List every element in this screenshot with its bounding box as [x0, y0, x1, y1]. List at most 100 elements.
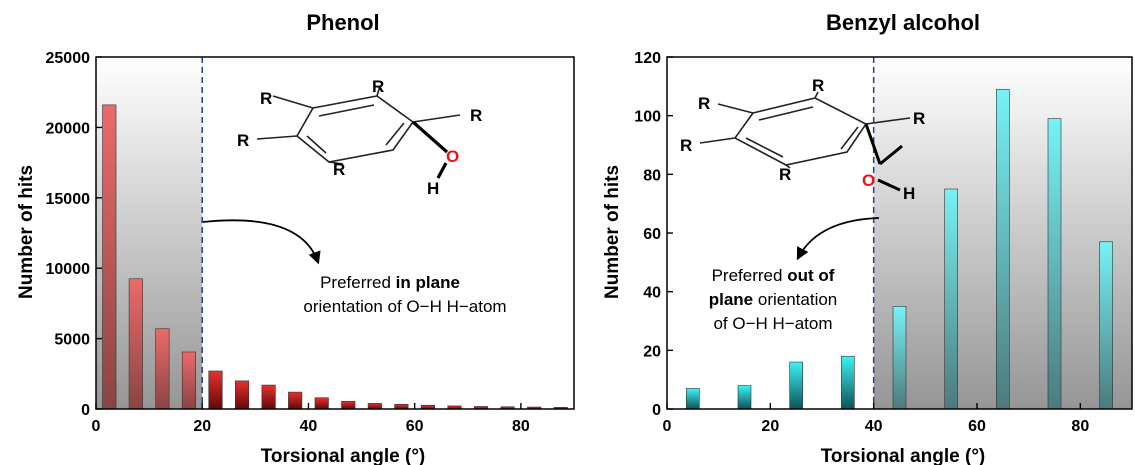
benzyl-alcohol-o-h-bond — [877, 178, 901, 192]
benzyl-alcohol-bar — [944, 188, 958, 410]
benzyl-alcohol-substituent-bond — [785, 164, 791, 169]
phenol-substituent-bond — [256, 135, 298, 140]
benzyl-alcohol-bar — [686, 388, 700, 410]
phenol-y-tick-label: 25000 — [46, 50, 91, 67]
benzyl-alcohol-y-tick-label: 80 — [643, 167, 661, 184]
benzyl-alcohol-x-tick-label: 40 — [865, 418, 883, 435]
phenol-chart-title: Phenol — [306, 10, 379, 35]
phenol-atom-r: R — [237, 131, 249, 150]
benzyl-alcohol-chart-title: Benzyl alcohol — [826, 10, 980, 35]
phenol-bar — [102, 104, 117, 410]
phenol-bar — [155, 328, 170, 410]
benzyl-alcohol-ch2-bond — [879, 144, 903, 166]
benzyl-alcohol-y-axis-label: Number of hits — [602, 165, 623, 299]
benzyl-alcohol-substituent-bond — [814, 91, 819, 99]
phenol-x-axis: 0 20 40 60 80 — [92, 403, 530, 435]
benzyl-alcohol-substituent-bond — [865, 117, 911, 125]
phenol-y-tick-label: 20000 — [46, 120, 91, 137]
phenol-y-axis-label: Number of hits — [16, 165, 37, 299]
phenol-atom-r: R — [333, 160, 345, 179]
benzyl-alcohol-annotation-line1: Preferred out of — [712, 266, 835, 285]
benzyl-alcohol-y-axis: 0 20 40 60 80 100 120 — [634, 50, 673, 419]
phenol-x-tick-label: 20 — [193, 418, 211, 435]
benzyl-alcohol-y-tick-label: 60 — [643, 226, 661, 243]
phenol-y-tick-label: 0 — [81, 402, 90, 419]
benzyl-alcohol-c-c-bond — [864, 123, 882, 165]
phenol-bar — [367, 403, 382, 410]
benzyl-alcohol-atom-r: R — [812, 76, 824, 95]
phenol-ring-inner-bond — [385, 122, 405, 146]
benzyl-alcohol-x-tick-label: 80 — [1071, 418, 1089, 435]
phenol-bar — [208, 370, 223, 410]
phenol-atom-r: R — [260, 89, 272, 108]
benzyl-alcohol-ring-inner-bond — [745, 137, 784, 158]
phenol-bar — [181, 351, 196, 410]
benzyl-alcohol-ring — [733, 97, 868, 166]
phenol-substituent-bond — [412, 114, 461, 123]
benzyl-alcohol-y-tick-label: 20 — [643, 343, 661, 360]
phenol-x-tick-label: 0 — [92, 418, 101, 435]
benzyl-alcohol-atom-r: R — [698, 94, 710, 113]
phenol-y-tick-label: 5000 — [54, 332, 90, 349]
phenol-plot-frame — [95, 56, 575, 410]
phenol-substituent-bond — [376, 85, 381, 97]
benzyl-alcohol-annotation-line3: of O−H H−atom — [713, 314, 832, 333]
benzyl-alcohol-y-tick-label: 100 — [634, 109, 661, 126]
benzyl-alcohol-substituent-bond — [717, 103, 754, 114]
phenol-bar — [261, 384, 276, 410]
benzyl-alcohol-x-axis: 0 20 40 60 80 — [663, 403, 1089, 435]
benzyl-alcohol-bars — [686, 88, 1113, 410]
phenol-substituent-bond — [272, 95, 314, 109]
phenol-bar — [128, 278, 143, 410]
phenol-ring — [295, 95, 415, 163]
phenol-atom-oxygen: O — [446, 147, 459, 166]
benzyl-alcohol-y-tick-label: 0 — [652, 402, 661, 419]
phenol-annotation-line2: orientation of O−H H−atom — [303, 297, 506, 316]
benzyl-alcohol-y-tick-label: 40 — [643, 285, 661, 302]
phenol-bars — [102, 104, 568, 410]
phenol-y-axis: 0 5000 10000 15000 20000 25000 — [46, 50, 102, 419]
phenol-x-tick-label: 40 — [300, 418, 318, 435]
benzyl-alcohol-ring-inner-bond — [758, 106, 814, 121]
benzyl-alcohol-atom-hydrogen: H — [903, 184, 915, 203]
benzyl-alcohol-substituent-bond — [699, 137, 736, 144]
benzyl-alcohol-atom-r: R — [779, 165, 791, 184]
benzyl-alcohol-annotation-line2: plane orientation — [709, 290, 838, 309]
phenol-ring-inner-bond — [306, 135, 327, 154]
benzyl-alcohol-molecule — [699, 91, 911, 192]
benzyl-alcohol-atom-r: R — [913, 109, 925, 128]
phenol-substituent-bond — [328, 161, 344, 165]
phenol-y-tick-label: 15000 — [46, 191, 91, 208]
phenol-x-axis-label: Torsional angle (°) — [261, 446, 426, 465]
phenol-o-h-bond — [436, 162, 448, 179]
phenol-atom-hydrogen: H — [427, 179, 439, 198]
benzyl-alcohol-panel: Benzyl alcohol 0 20 40 60 80 100 120 0 20 40 60 80… — [602, 10, 1133, 465]
phenol-panel: Phenol 0 5000 10000 15000 20000 25000 0 20 40 60… — [16, 10, 575, 465]
phenol-c-o-bond — [411, 120, 449, 154]
benzyl-alcohol-x-tick-label: 60 — [968, 418, 986, 435]
benzyl-alcohol-atom-oxygen: O — [862, 171, 875, 190]
benzyl-alcohol-x-tick-label: 20 — [761, 418, 779, 435]
phenol-bar — [288, 391, 303, 410]
benzyl-alcohol-bar — [996, 88, 1010, 410]
benzyl-alcohol-x-axis-label: Torsional angle (°) — [821, 446, 986, 465]
benzyl-alcohol-bar — [1047, 118, 1062, 410]
benzyl-alcohol-bar — [737, 385, 752, 410]
benzyl-alcohol-bar — [892, 306, 907, 410]
phenol-annotation-line1: Preferred in plane — [320, 273, 460, 292]
benzyl-alcohol-x-tick-label: 0 — [663, 418, 672, 435]
phenol-x-tick-label: 80 — [512, 418, 530, 435]
phenol-bar — [341, 400, 356, 410]
phenol-atom-r: R — [470, 106, 482, 125]
phenol-molecule — [256, 85, 461, 179]
phenol-y-tick-label: 10000 — [46, 261, 91, 278]
benzyl-alcohol-annotation-arrow — [796, 217, 880, 261]
benzyl-alcohol-bar — [1099, 241, 1113, 410]
phenol-bar — [235, 380, 250, 410]
benzyl-alcohol-bar — [841, 355, 855, 410]
phenol-annotation-arrow — [202, 219, 321, 265]
phenol-x-tick-label: 60 — [406, 418, 424, 435]
phenol-ring-inner-bond — [318, 104, 375, 117]
benzyl-alcohol-ring-inner-bond — [840, 126, 859, 150]
